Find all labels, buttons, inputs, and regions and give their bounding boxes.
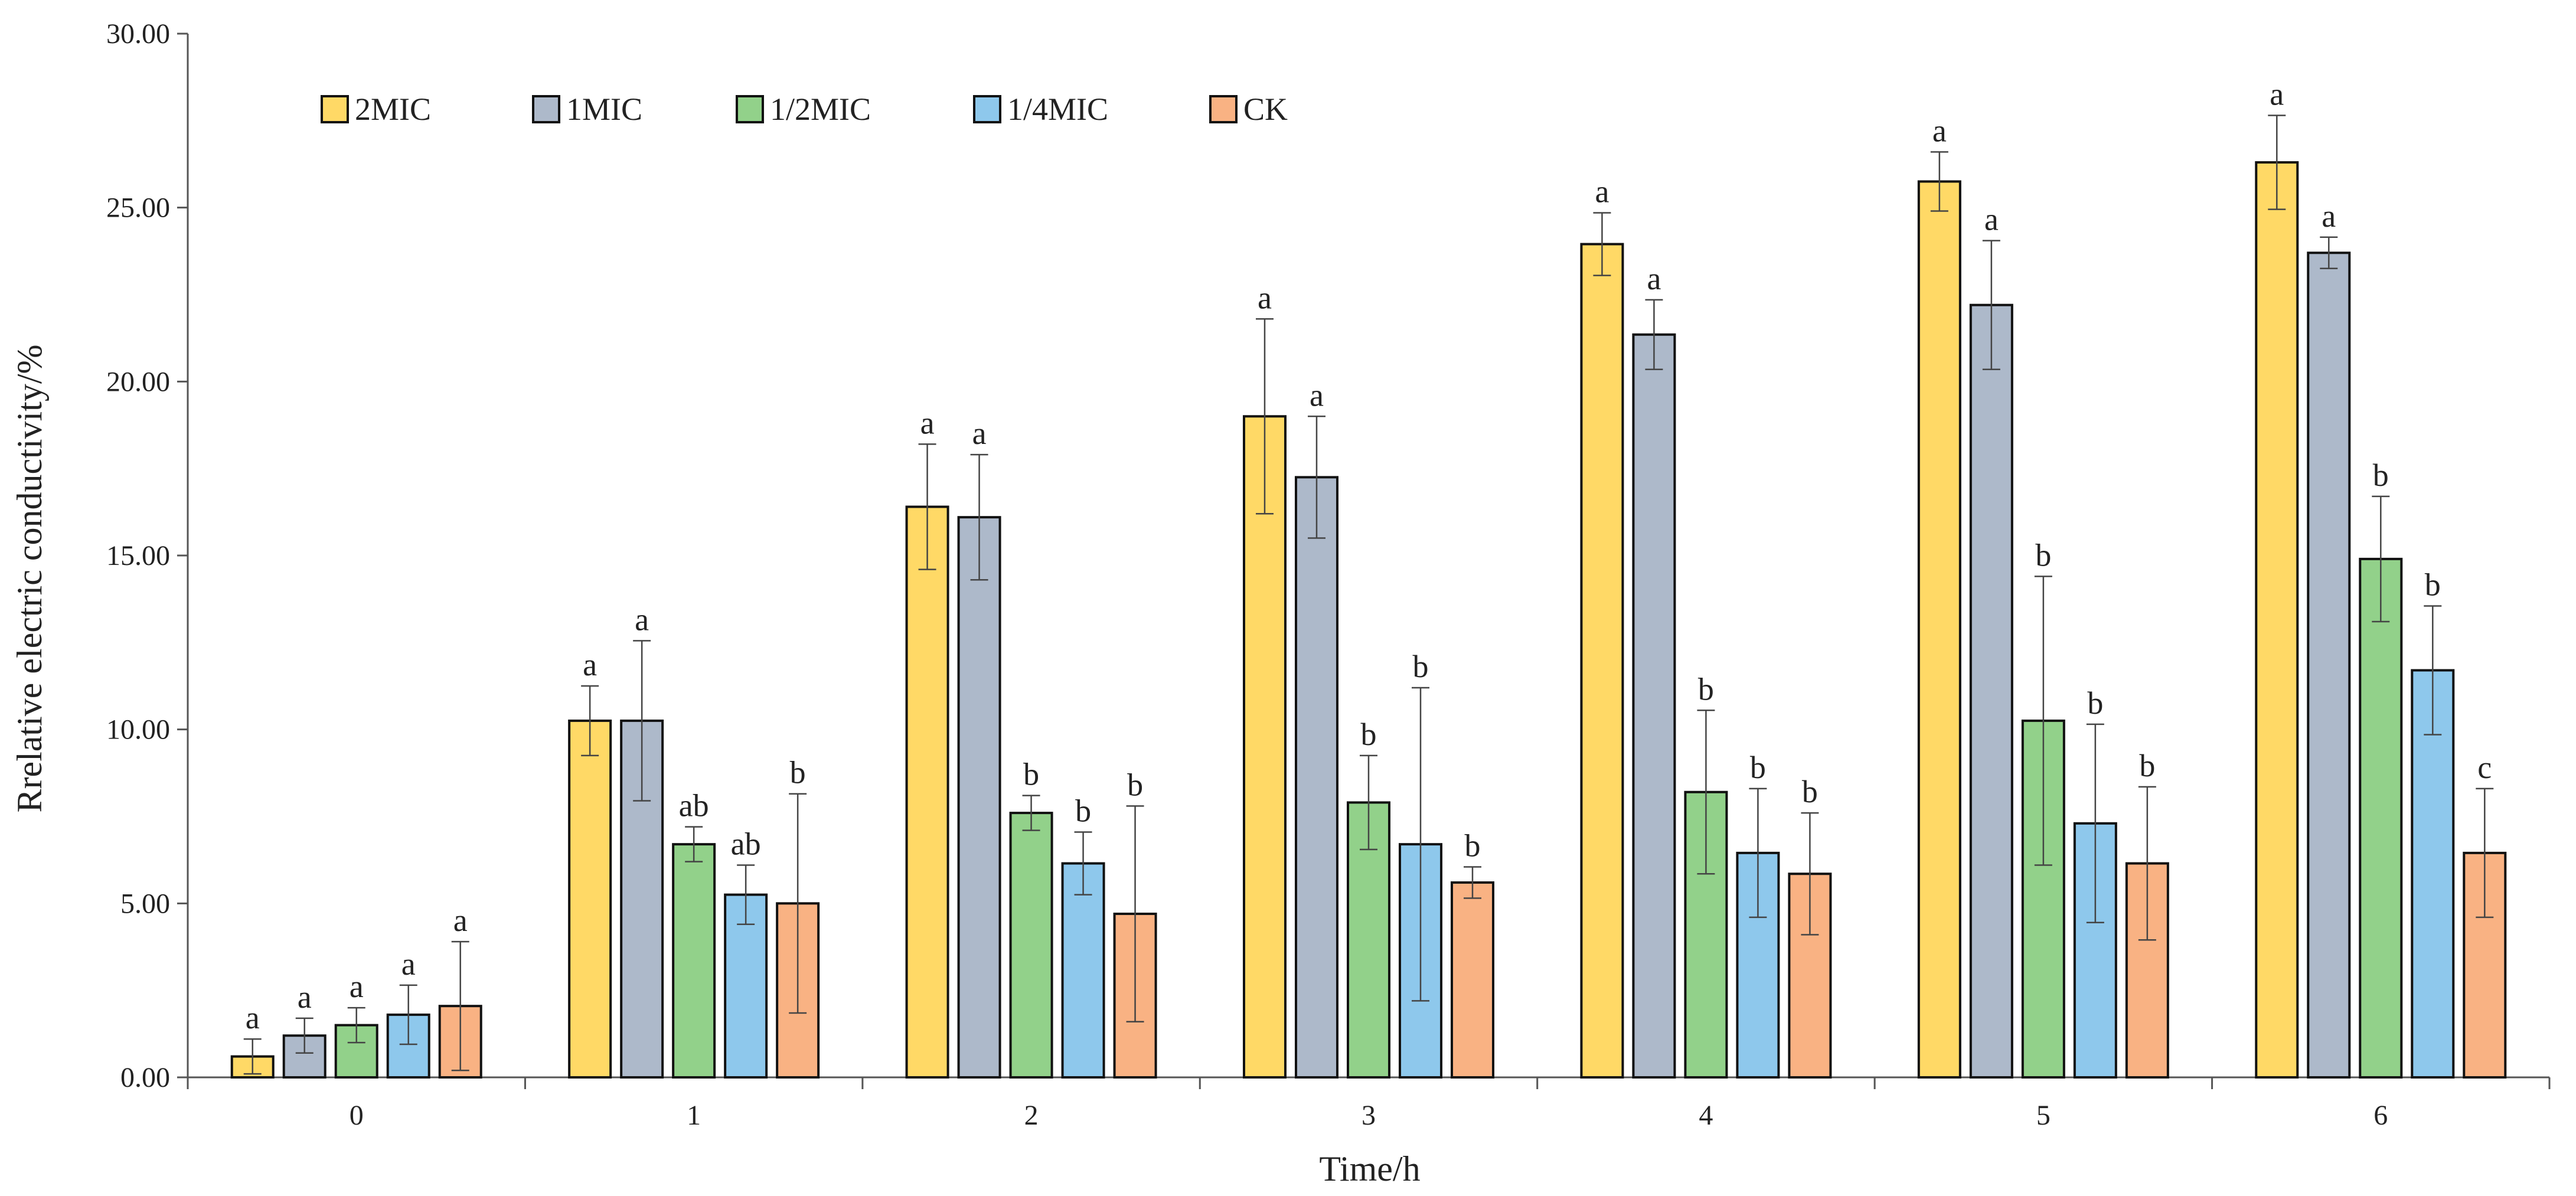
bar [1295, 476, 1338, 1079]
bar [2359, 557, 2403, 1079]
y-axis-title: Rrelative electric conductivity/% [10, 344, 49, 812]
y-tick-label: 10.00 [106, 714, 170, 746]
bar [1243, 415, 1287, 1079]
bar [2411, 669, 2455, 1079]
legend-swatch [321, 95, 349, 123]
significance-label: a [972, 416, 987, 451]
significance-label: b [2425, 567, 2441, 602]
bar [672, 843, 716, 1079]
significance-label: a [1258, 280, 1272, 315]
x-tick-label: 5 [2036, 1100, 2051, 1131]
legend-item: 1MIC [532, 92, 642, 127]
significance-label: a [1984, 202, 1999, 237]
x-axis: 0 1 2 3 4 5 6 [187, 1076, 2551, 1131]
bar [724, 893, 768, 1079]
x-tick-label: 3 [1362, 1100, 1376, 1131]
significance-label: ab [731, 826, 761, 862]
significance-label: a [1310, 377, 1324, 413]
legend-label: 1/4MIC [1007, 92, 1108, 127]
significance-label: a [1647, 261, 1661, 296]
bar [905, 505, 949, 1079]
bar [2255, 161, 2299, 1079]
legend-swatch [973, 95, 1001, 123]
significance-label: a [920, 405, 935, 440]
y-tick-label: 0.00 [120, 1062, 170, 1093]
significance-label: ab [679, 788, 709, 824]
y-tick-label: 30.00 [106, 18, 170, 50]
significance-label: a [453, 903, 468, 938]
bar [1061, 862, 1105, 1079]
legend-label: 1/2MIC [770, 92, 871, 127]
significance-label: b [2087, 685, 2103, 721]
series-2MIC: a a a a a a a [230, 76, 2299, 1079]
significance-label: b [2139, 748, 2155, 783]
significance-label: b [1023, 757, 1039, 792]
significance-label: a [2322, 198, 2336, 234]
legend-label: CK [1243, 92, 1288, 127]
significance-label: b [1413, 649, 1429, 684]
series-1MIC: a a a a a a a [282, 198, 2351, 1079]
x-axis-title: Time/h [1319, 1149, 1420, 1188]
legend-swatch [532, 95, 560, 123]
legend-item: 2MIC [321, 92, 431, 127]
significance-label: a [1932, 113, 1947, 148]
significance-label: b [1075, 793, 1091, 829]
bar [1451, 881, 1494, 1079]
legend-swatch [1209, 95, 1238, 123]
x-tick-label: 2 [1024, 1100, 1039, 1131]
bar [2073, 822, 2117, 1079]
significance-label: a [350, 969, 364, 1004]
y-tick-label: 25.00 [106, 192, 170, 224]
bar [2307, 251, 2351, 1079]
significance-label: c [2477, 750, 2492, 785]
significance-label: a [635, 602, 649, 637]
bar [1580, 243, 1624, 1079]
significance-label: b [790, 755, 806, 790]
significance-label: a [246, 1000, 260, 1035]
bar [1969, 303, 2013, 1079]
y-tick-label: 5.00 [120, 888, 170, 919]
y-tick-label: 15.00 [106, 540, 170, 571]
x-tick-label: 1 [687, 1100, 701, 1131]
legend-label: 2MIC [355, 92, 431, 127]
bar [957, 516, 1001, 1079]
significance-label: a [298, 979, 312, 1015]
significance-label: b [2035, 537, 2051, 573]
significance-label: b [1750, 750, 1766, 785]
significance-label: b [1465, 828, 1481, 863]
x-tick-label: 6 [2373, 1100, 2388, 1131]
legend-swatch [736, 95, 764, 123]
significance-label: b [1127, 767, 1143, 802]
legend: 2MIC 1MIC 1/2MIC 1/4MIC CK [321, 92, 1288, 127]
legend-label: 1MIC [566, 92, 642, 127]
legend-item: CK [1209, 92, 1288, 127]
significance-label: a [1595, 174, 1609, 210]
x-tick-label: 0 [350, 1100, 364, 1131]
significance-label: a [401, 946, 416, 982]
significance-label: b [1698, 671, 1714, 707]
significance-label: b [2373, 458, 2389, 493]
significance-label: a [2270, 76, 2284, 112]
significance-label: a [583, 647, 597, 682]
bar [568, 719, 612, 1079]
bar [1632, 333, 1676, 1079]
legend-item: 1/4MIC [973, 92, 1108, 127]
significance-label: b [1802, 774, 1818, 809]
legend-item: 1/2MIC [736, 92, 871, 127]
x-tick-label: 4 [1699, 1100, 1713, 1131]
bar [1009, 812, 1053, 1079]
significance-label: b [1361, 717, 1377, 752]
y-axis: 0.00 5.00 10.00 15.00 20.00 25.00 30.00 [106, 18, 189, 1093]
y-tick-label: 20.00 [106, 366, 170, 397]
bar [1917, 180, 1961, 1079]
